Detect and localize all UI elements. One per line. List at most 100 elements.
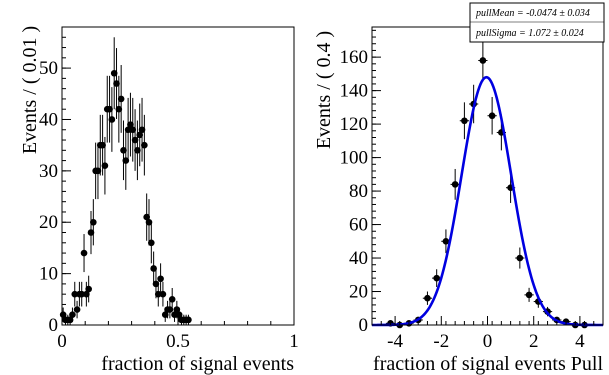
left-marker xyxy=(90,218,97,226)
left-marker xyxy=(138,126,146,134)
left-data-point xyxy=(71,281,79,307)
right-marker xyxy=(488,112,496,120)
left-data-point xyxy=(166,300,174,319)
left-marker xyxy=(83,290,90,298)
left-marker xyxy=(66,316,74,324)
right-data-point xyxy=(487,96,497,135)
right-x-tick-label: 0 xyxy=(483,331,493,352)
right-x-tick-label: -4 xyxy=(387,331,403,352)
left-data-point xyxy=(159,281,167,307)
left-marker xyxy=(152,280,160,288)
left-marker xyxy=(131,136,139,144)
left-data-point xyxy=(136,103,144,167)
left-data-point xyxy=(69,307,76,322)
right-x-axis-title: fraction of signal events Pull xyxy=(373,353,603,375)
left-data-point xyxy=(129,97,137,162)
right-data-point xyxy=(422,291,433,305)
right-y-tick-label: 20 xyxy=(349,282,368,303)
left-y-tick-label: 50 xyxy=(39,58,58,79)
left-marker xyxy=(150,265,157,272)
left-marker xyxy=(145,218,153,226)
right-data-point xyxy=(524,287,534,302)
right-y-tick-label: 40 xyxy=(349,248,368,269)
right-y-tick-label: 120 xyxy=(340,114,369,135)
left-x-axis-title: fraction of signal events xyxy=(101,353,294,375)
left-y-tick-label: 40 xyxy=(39,109,58,130)
right-marker xyxy=(433,274,440,282)
right-y-tick-label: 100 xyxy=(340,148,369,169)
stats-box-frame xyxy=(469,2,605,43)
left-marker xyxy=(108,116,116,123)
left-marker xyxy=(120,147,127,154)
left-data-point xyxy=(73,300,81,319)
left-marker xyxy=(101,162,109,170)
left-data-point xyxy=(141,114,148,176)
right-data-marks xyxy=(372,39,603,329)
stats-pull-mean: pullMean = -0.0474 ± 0.034 xyxy=(475,8,590,19)
left-marker xyxy=(85,285,92,293)
left-data-point xyxy=(90,199,97,246)
left-marker xyxy=(136,131,144,139)
stats-box: pullMean = -0.0474 ± 0.034 pullSigma = 1… xyxy=(469,2,605,43)
left-marker xyxy=(141,141,148,149)
left-marker xyxy=(143,213,150,221)
right-data-point xyxy=(515,247,525,269)
left-data-point xyxy=(168,288,176,311)
left-marker xyxy=(87,229,95,236)
left-marker xyxy=(159,290,167,298)
left-marker xyxy=(148,239,155,247)
left-marker xyxy=(173,306,181,313)
left-marker xyxy=(129,126,137,134)
left-data-point xyxy=(143,193,150,241)
stats-pull-sigma: pullSigma = 1.072 ± 0.024 xyxy=(475,28,584,39)
left-marker xyxy=(134,147,141,154)
right-y-tick-label: 140 xyxy=(340,81,369,102)
left-marker xyxy=(171,311,178,319)
left-data-point xyxy=(131,109,139,171)
right-y-tick-label: 160 xyxy=(340,47,369,68)
right-marker xyxy=(516,254,524,262)
right-plot-frame xyxy=(371,26,604,326)
right-y-tick-label: 0 xyxy=(359,315,369,336)
left-marker xyxy=(117,95,125,103)
left-plot-frame xyxy=(61,26,295,326)
left-plot: Events / ( 0.01 ) fraction of signal eve… xyxy=(19,26,299,375)
right-x-tick-label: 2 xyxy=(529,331,539,352)
left-data-point xyxy=(138,97,146,162)
left-marker xyxy=(69,311,76,319)
left-data-point xyxy=(80,234,88,273)
left-x-tick-label: 0.5 xyxy=(166,331,190,352)
left-marker xyxy=(71,290,79,298)
left-data-point xyxy=(154,281,162,307)
left-y-tick-label: 30 xyxy=(39,161,58,182)
left-marker xyxy=(106,105,113,113)
left-data-point xyxy=(127,92,134,157)
left-data-point xyxy=(101,136,109,195)
right-data-point xyxy=(432,269,442,287)
right-y-tick-label: 60 xyxy=(349,215,368,236)
left-marker xyxy=(94,167,102,175)
right-plot: Events / ( 0.4 ) fraction of signal even… xyxy=(313,2,605,375)
left-marker xyxy=(115,105,123,113)
left-data-point xyxy=(185,314,192,325)
right-marker xyxy=(442,237,450,245)
left-marker xyxy=(80,249,88,257)
left-data-point xyxy=(87,210,95,255)
left-data-point xyxy=(83,281,90,307)
left-marker xyxy=(73,306,81,313)
left-data-point xyxy=(124,97,132,162)
left-marker xyxy=(157,275,164,283)
left-y-tick-label: 0 xyxy=(49,315,59,336)
left-data-point xyxy=(134,120,141,181)
left-data-point xyxy=(148,222,155,264)
right-y-tick-label: 80 xyxy=(349,181,368,202)
left-marker xyxy=(78,290,86,298)
left-marker xyxy=(99,141,106,149)
left-marker xyxy=(168,296,176,303)
left-marker xyxy=(113,80,120,87)
left-y-tick-label: 10 xyxy=(39,264,58,285)
left-marker xyxy=(127,121,134,128)
